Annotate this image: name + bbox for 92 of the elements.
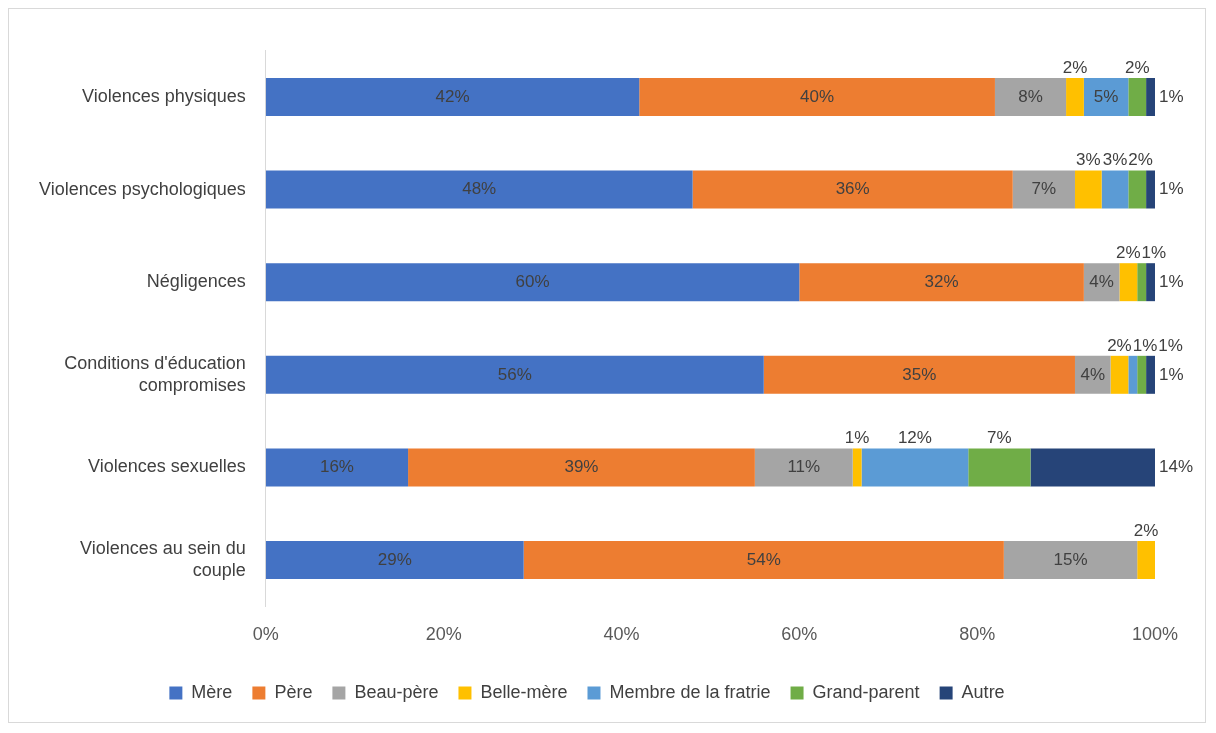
- data-label: 7%: [1031, 179, 1057, 199]
- legend-label: Autre: [961, 681, 1005, 702]
- data-label: 2%: [1133, 520, 1159, 540]
- legend-label: Belle-mère: [480, 681, 568, 702]
- data-label: 4%: [1080, 364, 1106, 384]
- bar: [1003, 541, 1138, 580]
- bar: [265, 448, 409, 487]
- y-tick-label: Violences sexuelles: [88, 456, 246, 477]
- bar: [1012, 170, 1075, 209]
- bar: [1146, 355, 1155, 394]
- data-label: 2%: [1062, 57, 1088, 77]
- data-label: 40%: [800, 86, 835, 106]
- data-label: 5%: [1093, 86, 1119, 106]
- data-label: 32%: [924, 271, 959, 291]
- legend-label: Membre de la fratrie: [609, 681, 771, 702]
- legend-label: Grand-parent: [812, 681, 920, 702]
- x-tick-label: 20%: [425, 624, 462, 645]
- data-label: 56%: [497, 364, 532, 384]
- data-label: 15%: [1053, 549, 1088, 569]
- data-label: 54%: [746, 549, 781, 569]
- data-label: 1%: [1159, 86, 1184, 106]
- bar: [1101, 170, 1129, 209]
- data-label: 1%: [1132, 335, 1158, 355]
- bar: [1128, 170, 1147, 209]
- bar: [265, 77, 640, 116]
- data-label: 39%: [564, 457, 599, 477]
- data-label: 36%: [835, 179, 870, 199]
- bar: [265, 541, 524, 580]
- legend-label: Père: [274, 681, 313, 702]
- bar: [265, 355, 764, 394]
- bar: [763, 355, 1075, 394]
- data-label: 14%: [1159, 457, 1194, 477]
- legend-label: Mère: [191, 681, 233, 702]
- y-tick-label: Violences physiques: [82, 85, 246, 106]
- bar: [1110, 355, 1129, 394]
- data-label: 12%: [897, 428, 932, 448]
- bar: [1137, 541, 1155, 580]
- data-label: 11%: [787, 457, 821, 477]
- data-label: 2%: [1128, 150, 1153, 170]
- bar: [1137, 263, 1147, 302]
- bar: [1074, 170, 1102, 209]
- x-tick-label: 0%: [252, 624, 279, 645]
- bar: [408, 448, 755, 487]
- bar: [799, 263, 1084, 302]
- bar: [1146, 170, 1155, 209]
- bar: [1030, 448, 1155, 487]
- data-label: 48%: [462, 179, 497, 199]
- y-tick-label: Violences psychologiques: [38, 178, 246, 199]
- y-tick-label: Négligences: [146, 271, 246, 292]
- data-label: 29%: [377, 549, 412, 569]
- bar: [861, 448, 969, 487]
- bar: [754, 448, 853, 487]
- data-label: 35%: [902, 364, 937, 384]
- data-label: 2%: [1107, 335, 1132, 355]
- bar: [852, 448, 862, 487]
- data-label: 1%: [844, 428, 870, 448]
- legend-label: Beau-père: [354, 681, 439, 702]
- bar: [1128, 77, 1147, 116]
- bar: [1146, 263, 1155, 302]
- data-label: 1%: [1141, 242, 1167, 262]
- y-tick-label: Conditions d'éducation compromises: [64, 352, 246, 395]
- x-tick-label: 60%: [781, 624, 818, 645]
- bar: [994, 77, 1067, 116]
- data-label: 42%: [435, 86, 470, 106]
- data-label: 60%: [515, 271, 550, 291]
- x-tick-label: 40%: [603, 624, 640, 645]
- bar: [968, 448, 1031, 487]
- data-label: 2%: [1124, 57, 1150, 77]
- data-label: 1%: [1159, 271, 1184, 291]
- data-label: 4%: [1089, 271, 1114, 291]
- data-label: 3%: [1102, 150, 1128, 170]
- data-label: 1%: [1159, 179, 1184, 199]
- bar: [1128, 355, 1138, 394]
- bar: [523, 541, 1004, 580]
- bar: [692, 170, 1013, 209]
- data-label: 7%: [987, 428, 1012, 448]
- bar: [1119, 263, 1138, 302]
- x-tick-label: 80%: [959, 624, 996, 645]
- data-label: 8%: [1018, 86, 1043, 106]
- data-label: 1%: [1159, 364, 1184, 384]
- x-tick-label: 100%: [1131, 624, 1179, 645]
- y-tick-label: Violences au sein du couple: [80, 538, 246, 580]
- bar: [1066, 77, 1084, 116]
- bar: [265, 263, 800, 302]
- bar: [1146, 77, 1155, 116]
- data-label: 16%: [319, 457, 354, 477]
- data-label: 3%: [1076, 150, 1101, 170]
- bar: [639, 77, 995, 116]
- bar: [265, 170, 693, 209]
- data-label: 1%: [1158, 335, 1183, 355]
- bar: [1137, 355, 1147, 394]
- data-label: 2%: [1116, 242, 1141, 262]
